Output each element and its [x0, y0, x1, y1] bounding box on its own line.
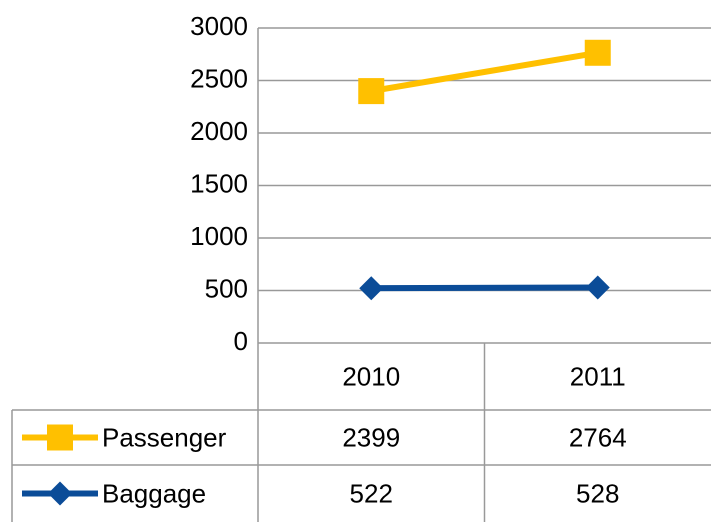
- y-tick-label: 2000: [190, 116, 248, 146]
- x-tick-label: 2010: [342, 361, 400, 391]
- point: [359, 276, 384, 301]
- point: [358, 78, 385, 105]
- table-value: 2399: [342, 422, 400, 452]
- y-tick-label: 3000: [190, 11, 248, 41]
- line: [370, 49, 599, 95]
- table-value: 528: [576, 478, 619, 508]
- table-value: 2764: [569, 422, 627, 452]
- y-tick-label: 500: [205, 273, 248, 303]
- point: [47, 424, 73, 451]
- y-tick-label: 1000: [190, 221, 248, 251]
- table-value: 522: [350, 478, 393, 508]
- point: [584, 39, 611, 66]
- y-tick-label: 1500: [190, 168, 248, 198]
- legend-label: Baggage: [102, 478, 206, 508]
- line: [371, 284, 598, 292]
- point: [48, 481, 72, 506]
- y-tick-label: 0: [234, 326, 248, 356]
- x-tick-label: 2011: [570, 361, 626, 391]
- point: [585, 275, 610, 300]
- legend-label: Passenger: [102, 422, 227, 452]
- y-tick-label: 2500: [190, 63, 248, 93]
